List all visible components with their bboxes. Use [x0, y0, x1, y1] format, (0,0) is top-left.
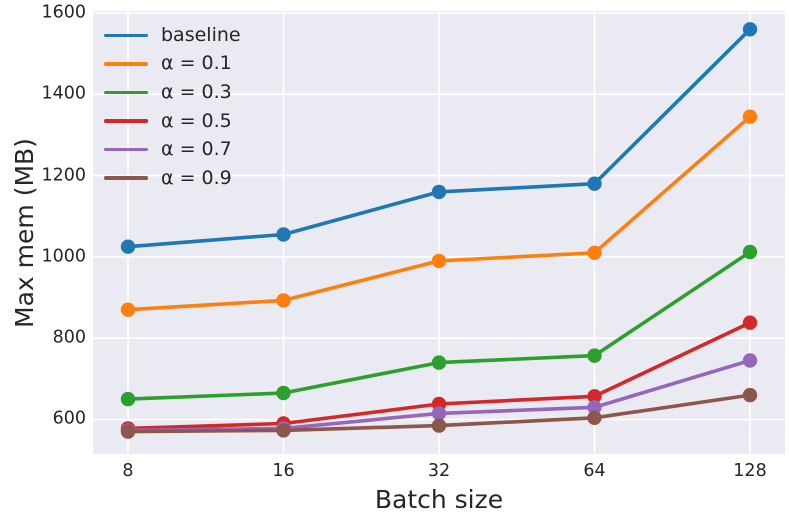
- data-point: [120, 239, 136, 254]
- data-point: [120, 302, 136, 317]
- data-point: [587, 176, 602, 191]
- y-tick-label: 1200: [41, 164, 86, 185]
- data-point: [431, 253, 447, 269]
- legend-item: α = 0.7: [104, 135, 241, 164]
- legend-line-swatch: [104, 176, 148, 181]
- y-axis-title: Max mem (MB): [10, 138, 39, 328]
- x-axis-title: Batch size: [374, 485, 504, 514]
- legend-label: α = 0.7: [161, 138, 232, 161]
- legend-line-swatch: [104, 90, 148, 95]
- data-point: [742, 109, 758, 124]
- legend-label: α = 0.3: [161, 80, 232, 103]
- data-point: [587, 348, 602, 363]
- data-point: [431, 418, 447, 433]
- data-point: [431, 406, 447, 421]
- x-tick-label: 16: [272, 461, 295, 481]
- data-point: [276, 227, 291, 242]
- x-tick-label: 32: [427, 461, 451, 481]
- data-point: [431, 184, 447, 200]
- y-tick-label: 800: [52, 327, 86, 348]
- legend-item: baseline: [104, 21, 241, 50]
- x-tick-label: 128: [733, 461, 767, 481]
- y-tick-label: 1000: [41, 246, 86, 267]
- data-point: [276, 385, 291, 401]
- legend-line-swatch: [104, 147, 148, 152]
- data-point: [120, 424, 136, 439]
- data-point: [742, 353, 758, 368]
- legend-item: α = 0.3: [104, 78, 241, 107]
- legend: baseline α = 0.1 α = 0.3 α = 0.5 α = 0.7…: [104, 21, 241, 193]
- data-point: [276, 423, 291, 438]
- data-point: [276, 293, 291, 308]
- data-point: [742, 22, 758, 37]
- data-point: [587, 245, 602, 260]
- legend-line-swatch: [104, 119, 148, 123]
- legend-line-swatch: [104, 33, 148, 38]
- legend-label: baseline: [161, 23, 241, 46]
- data-point: [742, 244, 758, 260]
- y-tick-label: 1400: [41, 83, 86, 104]
- chart-canvas: [93, 11, 785, 454]
- legend-item: α = 0.1: [104, 50, 241, 79]
- data-point: [120, 391, 136, 407]
- legend-line-swatch: [104, 62, 148, 66]
- data-point: [742, 387, 758, 403]
- legend-label: α = 0.5: [161, 109, 232, 132]
- data-point: [587, 389, 602, 404]
- y-tick-label: 1600: [41, 2, 86, 23]
- x-tick-label: 64: [583, 461, 606, 481]
- y-tick-label: 600: [52, 408, 86, 429]
- legend-item: α = 0.9: [104, 164, 241, 193]
- legend-label: α = 0.1: [161, 52, 232, 75]
- data-point: [742, 315, 758, 330]
- x-tick-label: 8: [122, 461, 134, 481]
- data-point: [587, 410, 602, 425]
- plot-area: baseline α = 0.1 α = 0.3 α = 0.5 α = 0.7…: [93, 11, 785, 454]
- legend-item: α = 0.5: [104, 107, 241, 136]
- legend-label: α = 0.9: [161, 166, 232, 189]
- data-point: [431, 355, 447, 370]
- data-point: [587, 400, 602, 415]
